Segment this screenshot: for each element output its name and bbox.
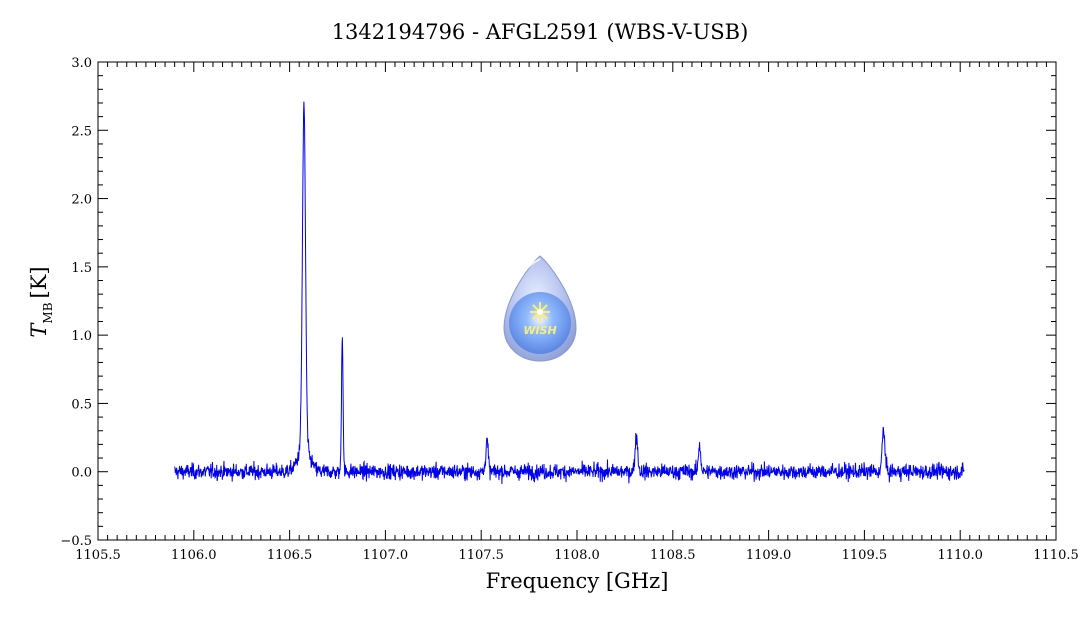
spectrum-series-line (174, 101, 965, 484)
y-tick-label: 0.5 (71, 397, 92, 412)
x-tick-label: 1106.0 (171, 548, 217, 563)
x-tick-label: 1107.0 (363, 548, 409, 563)
x-tick-label: 1108.5 (650, 548, 696, 563)
x-tick-label: 1109.0 (746, 548, 792, 563)
wish-logo-text: WISH (523, 324, 556, 337)
y-axis-label: TMB [K] (27, 266, 55, 337)
y-tick-label: 1.5 (71, 261, 92, 276)
y-axis-label-unit: [K] (27, 266, 51, 298)
y-tick-label: 2.0 (71, 193, 92, 208)
wish-logo: WISH (503, 255, 577, 362)
x-tick-label: 1105.5 (75, 548, 121, 563)
y-tick-label: −0.5 (60, 534, 92, 549)
x-tick-label: 1109.5 (842, 548, 888, 563)
x-tick-label: 1110.0 (937, 548, 983, 563)
x-axis-label: Frequency [GHz] (486, 569, 669, 593)
y-axis-label-subscript: MB (41, 302, 55, 323)
svg-text:TMB[K]: TMB [K] (27, 266, 55, 337)
y-tick-label: 0.0 (71, 466, 92, 481)
y-axis-label-symbol: T (27, 322, 51, 338)
x-tick-label: 1106.5 (267, 548, 313, 563)
y-tick-label: 2.5 (71, 124, 92, 139)
plot-frame (97, 61, 1057, 541)
y-axis-ticks: −0.5 0.0 0.5 1.0 1.5 2.0 2.5 3.0 (60, 56, 1056, 549)
x-axis-ticks: 1105.5 1106.0 1106.5 1107.0 1107.5 1108.0 1108… (75, 62, 1079, 563)
y-tick-label: 3.0 (71, 56, 92, 71)
x-tick-label: 1107.5 (458, 548, 504, 563)
x-tick-label: 1108.0 (554, 548, 600, 563)
chart-title: 1342194796 - AFGL2591 (WBS-V-USB) (332, 20, 749, 44)
y-tick-label: 1.0 (71, 329, 92, 344)
x-tick-label: 1110.5 (1033, 548, 1079, 563)
